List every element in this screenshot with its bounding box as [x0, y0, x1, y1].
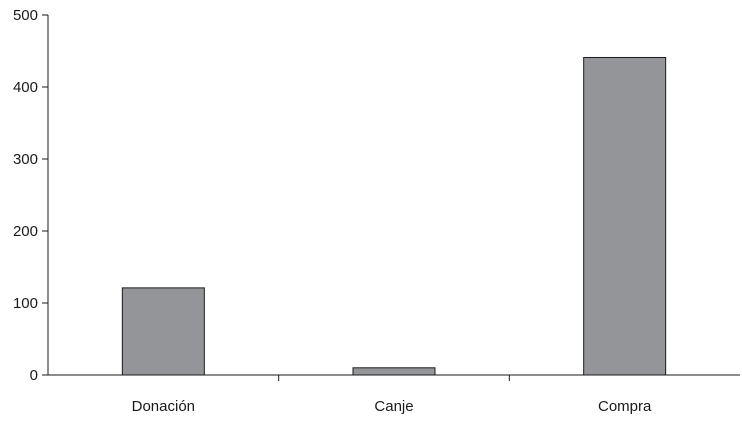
bar-compra [583, 56, 667, 376]
y-tick-label: 400 [13, 79, 38, 96]
x-tick-label: Compra [598, 398, 652, 415]
y-axis: 0 100 200 300 400 500 [13, 7, 49, 384]
y-tick-label: 0 [30, 367, 38, 384]
bar-donaci-n [121, 287, 205, 376]
x-tick-label: Canje [374, 398, 413, 415]
y-tick-label: 100 [13, 295, 38, 312]
x-axis: Donación Canje Compra [48, 374, 740, 415]
y-tick-label: 200 [13, 223, 38, 240]
bar-canje [352, 367, 436, 376]
y-tick-label: 500 [13, 7, 38, 24]
x-tick-label: Donación [132, 398, 195, 415]
y-tick-label: 300 [13, 151, 38, 168]
bars [121, 56, 667, 376]
